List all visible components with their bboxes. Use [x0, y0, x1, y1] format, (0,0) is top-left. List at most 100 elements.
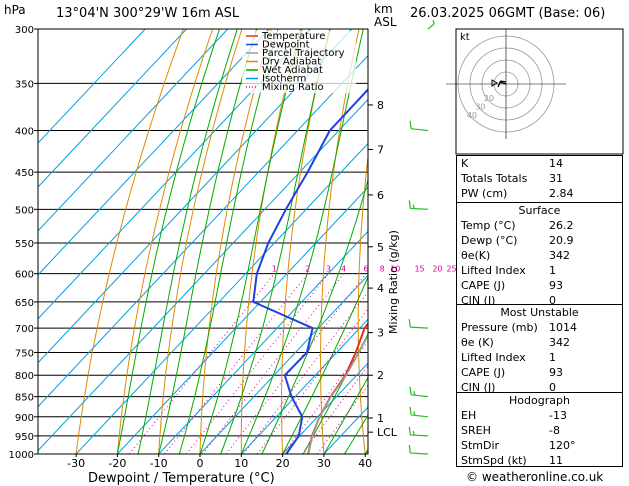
surface-value: 1	[549, 264, 556, 277]
isotherm-line	[38, 29, 270, 276]
surface-title: Surface	[518, 204, 561, 217]
km-tick-label: LCL	[377, 426, 398, 439]
isotherm-line	[199, 274, 368, 454]
legend-label: Mixing Ratio	[262, 82, 324, 93]
wet-adiabat-line	[240, 29, 364, 454]
hodo-value: 120°	[549, 439, 576, 452]
series-dewpoint	[252, 88, 368, 454]
index-row-k: K 14	[457, 156, 622, 171]
isotherm-line	[38, 29, 229, 232]
legend-label: Dry Adiabat	[262, 57, 321, 68]
units-left-label: hPa	[4, 3, 26, 17]
storm-motion-marker	[491, 79, 498, 87]
hodo-row: StmDir 120°	[457, 438, 622, 453]
hodograph-frame	[455, 28, 624, 155]
pressure-tick-label: 1000	[9, 450, 34, 461]
dry-adiabat-line	[116, 29, 214, 454]
dry-adiabat-line	[158, 29, 243, 454]
wind-barb-shaft	[410, 452, 429, 455]
surface-row: Dewp (°C) 20.9	[457, 233, 622, 248]
mixing-ratio-tick-label: 15	[414, 265, 424, 274]
wind-barb-flag	[409, 386, 412, 395]
surface-key: θe(K)	[461, 249, 491, 262]
index-value: 14	[549, 157, 563, 170]
hodo-key: SREH	[461, 424, 491, 437]
index-value: 31	[549, 172, 563, 185]
surface-value: 342	[549, 249, 570, 262]
wet-adiabat-line	[261, 178, 368, 454]
wind-barb-flag	[409, 406, 412, 416]
hodo-value: -13	[549, 409, 567, 422]
isotherm-line	[38, 98, 368, 452]
pressure-tick-label: 650	[15, 298, 34, 309]
wind-barb-flag	[412, 204, 415, 209]
hodo-value: 11	[549, 454, 563, 467]
most-unstable-panel: Most Unstable Pressure (mb) 1014 θe (K) 34…	[456, 304, 623, 395]
wind-barb	[408, 444, 429, 455]
isotherm-line	[282, 362, 368, 454]
mu-key: θe (K)	[461, 336, 494, 349]
wet-adiabat-line	[158, 29, 258, 454]
wet-adiabat-line	[178, 29, 279, 454]
units-right-label: km ASL	[374, 2, 397, 29]
legend-label: Wet Adiabat	[262, 65, 323, 76]
wet-adiabat-line	[302, 332, 368, 454]
pressure-tick-label: 900	[15, 413, 34, 424]
km-tick-label: 5	[377, 241, 384, 254]
wind-barb-flag	[409, 120, 412, 129]
temperature-tick-label: -20	[108, 457, 126, 470]
pressure-tick-label: 350	[15, 79, 34, 90]
hodograph-trace	[497, 80, 507, 88]
pressure-tick-label: 450	[15, 168, 34, 179]
wind-barb-shaft	[411, 394, 429, 398]
mu-key: CIN (J)	[461, 381, 496, 394]
pressure-tick-label: 500	[15, 205, 34, 216]
wind-barb-shaft	[411, 414, 429, 418]
hodo-value: -8	[549, 424, 560, 437]
wind-barb-shaft	[410, 207, 429, 210]
km-tick-label: 1	[377, 412, 384, 425]
dry-adiabat-line	[430, 29, 448, 454]
km-tick-label: 2	[377, 369, 384, 382]
wet-adiabat-line	[137, 29, 238, 454]
surface-value: 20.9	[549, 234, 574, 247]
pressure-tick-label: 800	[15, 371, 34, 382]
mixing-ratio-line	[243, 291, 368, 454]
wet-adiabat-line	[323, 376, 368, 454]
mu-value: 93	[549, 366, 563, 379]
wind-barb-flag	[413, 411, 416, 416]
mixing-ratio-tick-label: 20	[432, 265, 442, 274]
index-key: PW (cm)	[461, 187, 508, 200]
mu-key: Pressure (mb)	[461, 321, 538, 334]
plot-frame	[37, 28, 369, 455]
index-key: Totals Totals	[461, 172, 528, 185]
isotherm-line	[38, 29, 311, 320]
wind-barb-flag	[408, 444, 411, 454]
isotherm-line	[38, 54, 368, 408]
km-tick-label: 8	[377, 99, 384, 112]
hodograph-table-title: Hodograph	[509, 394, 570, 407]
isotherm-line	[75, 142, 368, 454]
hodograph-ring-label: 40	[467, 111, 477, 120]
wind-barb-shaft	[411, 128, 429, 132]
mu-row: CIN (J) 0	[457, 380, 622, 395]
pressure-tick-label: 850	[15, 393, 34, 404]
surface-row: Lifted Index 1	[457, 263, 622, 278]
mu-value: 342	[549, 336, 570, 349]
wind-barb	[409, 120, 429, 132]
isotherm-line	[158, 230, 368, 454]
wind-barb-flag	[413, 391, 416, 396]
mu-key: Lifted Index	[461, 351, 526, 364]
wind-barb-shaft	[410, 326, 429, 329]
legend-box	[242, 31, 356, 93]
surface-key: CAPE (J)	[461, 279, 506, 292]
hodograph-ring-label: 20	[484, 94, 494, 103]
wind-barb	[408, 200, 429, 210]
pressure-tick-label: 400	[15, 127, 34, 138]
index-key: K	[461, 157, 469, 170]
dry-adiabat-line	[199, 29, 272, 454]
dry-adiabat-line	[281, 29, 331, 454]
x-axis-label: Dewpoint / Temperature (°C)	[88, 471, 275, 486]
hodograph-ring-label: 30	[475, 103, 485, 112]
hodo-key: StmSpd (kt)	[461, 454, 527, 467]
